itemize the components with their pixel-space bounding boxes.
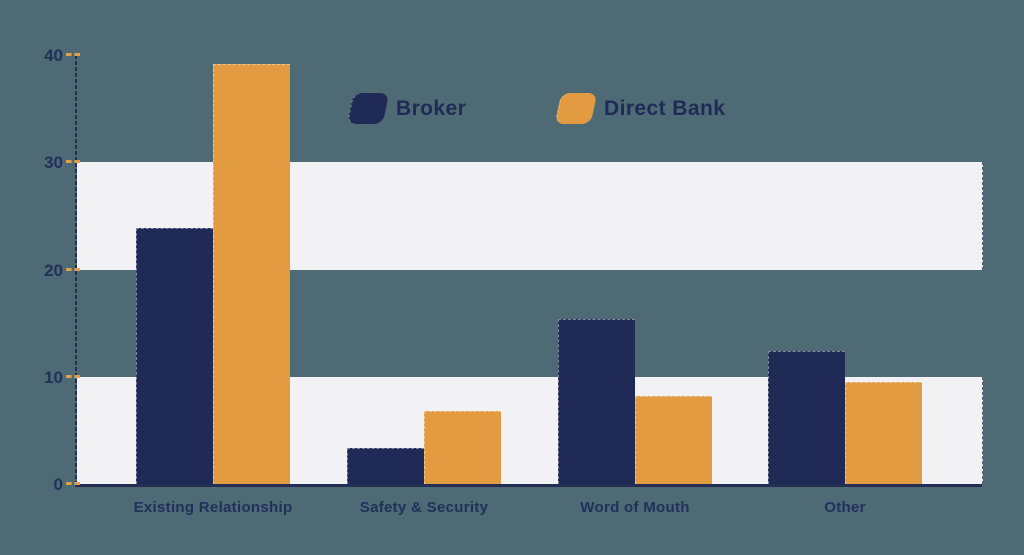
y-tick-label-10: 10 (44, 367, 63, 387)
y-axis-line (75, 55, 77, 487)
broker-legend-swatch (346, 93, 390, 124)
bar-direct-bank-3 (845, 382, 922, 484)
bar-broker-2 (558, 318, 635, 484)
y-tick-dash-0 (66, 482, 80, 485)
bar-broker-1 (347, 447, 424, 484)
y-tick-dash-20 (66, 267, 80, 271)
bar-direct-bank-2 (635, 396, 712, 484)
broker-legend-label: Broker (396, 96, 467, 120)
x-axis-baseline (75, 484, 982, 487)
legend-item-direct-bank: Direct Bank (554, 93, 726, 124)
legend-item-broker: Broker (346, 93, 467, 124)
y-tick-dash-30 (66, 160, 80, 164)
bar-broker-3 (768, 351, 845, 484)
x-category-label-2: Word of Mouth (580, 499, 690, 516)
y-tick-label-30: 30 (44, 153, 63, 173)
x-category-label-1: Safety & Security (359, 499, 489, 516)
bar-direct-bank-0 (213, 63, 290, 484)
y-tick-dash-10 (66, 374, 80, 378)
direct-bank-legend-label: Direct Bank (604, 96, 726, 120)
y-tick-label-40: 40 (44, 46, 63, 65)
x-category-label-0: Existing Relationship (133, 499, 293, 516)
bar-direct-bank-1 (424, 411, 501, 484)
y-tick-dash-40 (66, 53, 80, 56)
x-category-label-3: Other (824, 499, 866, 516)
y-tick-label-20: 20 (44, 260, 63, 280)
y-tick-label-0: 0 (53, 475, 63, 494)
bar-broker-0 (136, 227, 213, 484)
direct-bank-legend-swatch (554, 93, 598, 124)
